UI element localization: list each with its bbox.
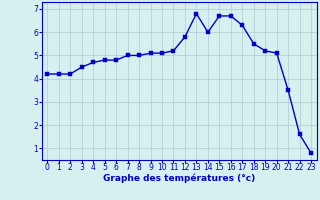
X-axis label: Graphe des températures (°c): Graphe des températures (°c): [103, 174, 255, 183]
